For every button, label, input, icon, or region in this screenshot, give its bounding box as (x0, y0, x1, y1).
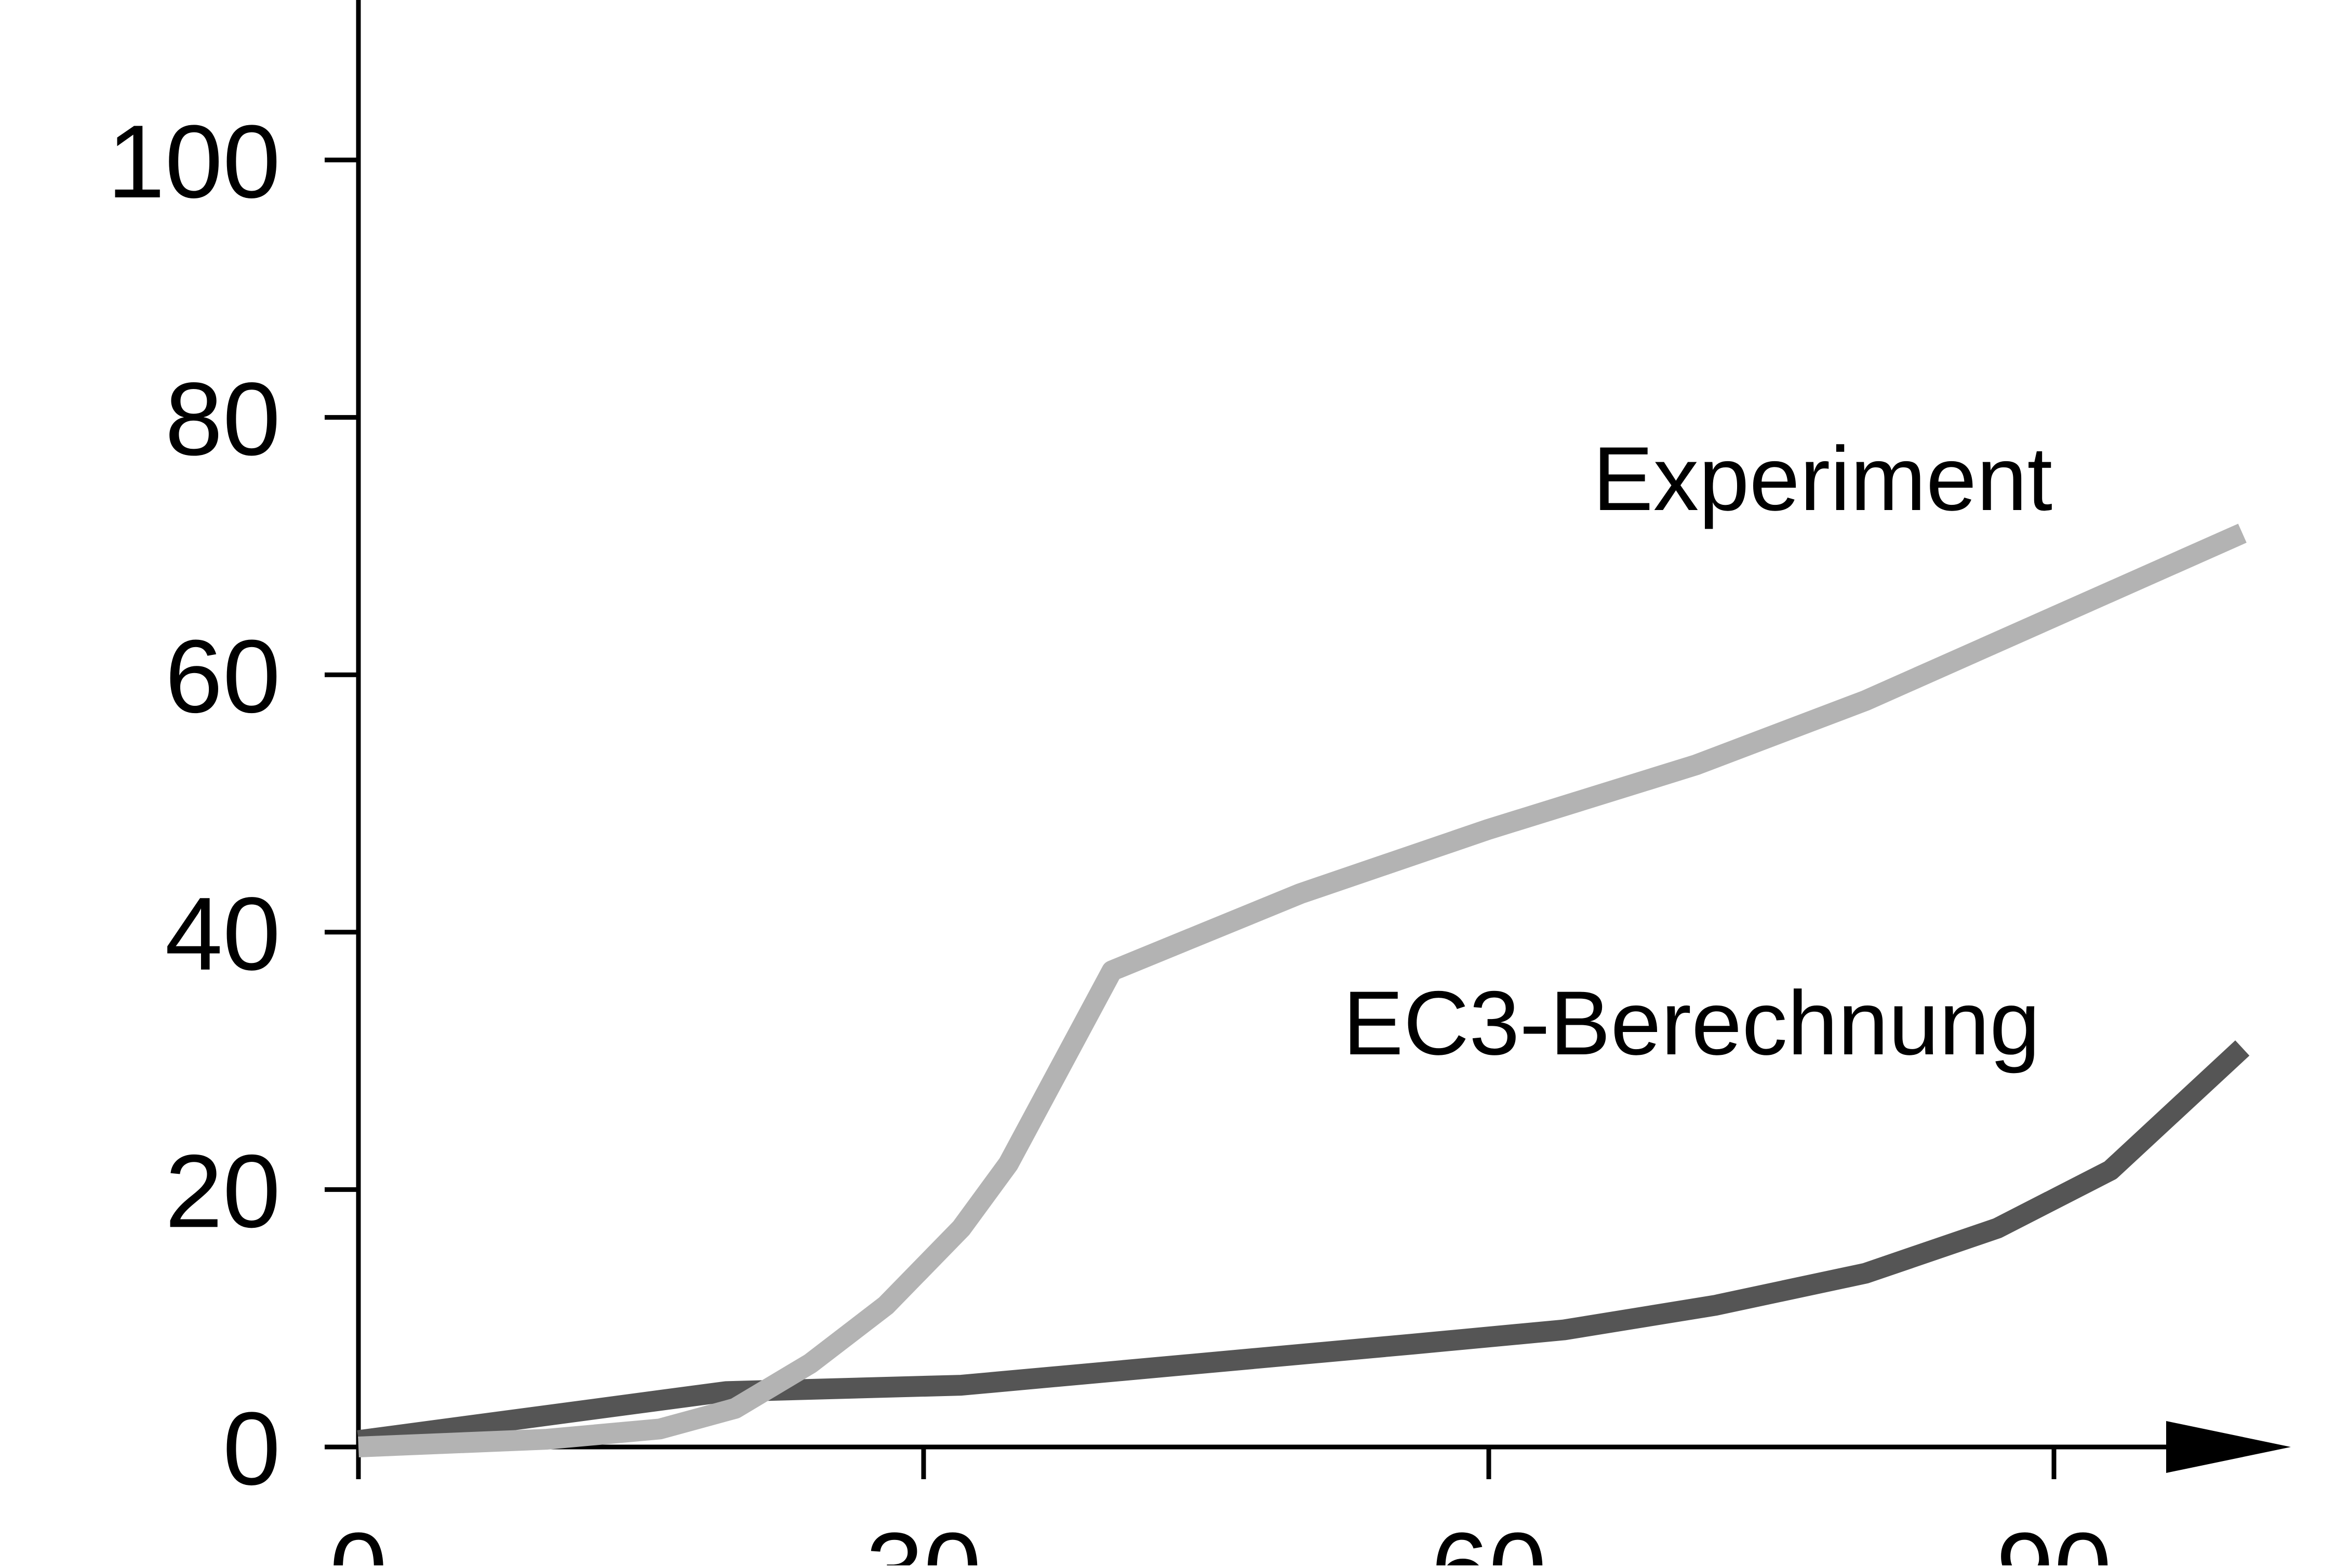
series-labels: Experiment EC3-Berechnung (1343, 428, 2052, 1074)
x-tick-label-90: 90 (1996, 1511, 2112, 1565)
series-line-experiment (358, 524, 2247, 1457)
y-tick-label-60: 60 (165, 619, 281, 734)
y-tick-label-100: 100 (107, 104, 281, 220)
x-axis-arrow-icon (2166, 1421, 2291, 1473)
series-label-experiment: Experiment (1593, 428, 2052, 530)
x-tick-label-0: 0 (329, 1511, 387, 1565)
series-line-ec3-berechnung (357, 1040, 2250, 1451)
y-tick-label-0: 0 (223, 1391, 281, 1507)
y-tick-label-40: 40 (165, 876, 281, 992)
axes (356, 0, 2291, 1473)
ticks: 0 30 60 90 0 20 40 60 80 100 (107, 104, 2112, 1568)
y-tick-label-80: 80 (165, 361, 281, 477)
x-tick-label-30: 30 (866, 1511, 981, 1565)
y-tick-label-20: 20 (165, 1133, 281, 1249)
series (357, 524, 2250, 1457)
series-label-ec3-berechnung: EC3-Berechnung (1343, 973, 2040, 1074)
x-tick-label-60: 60 (1431, 1511, 1546, 1565)
